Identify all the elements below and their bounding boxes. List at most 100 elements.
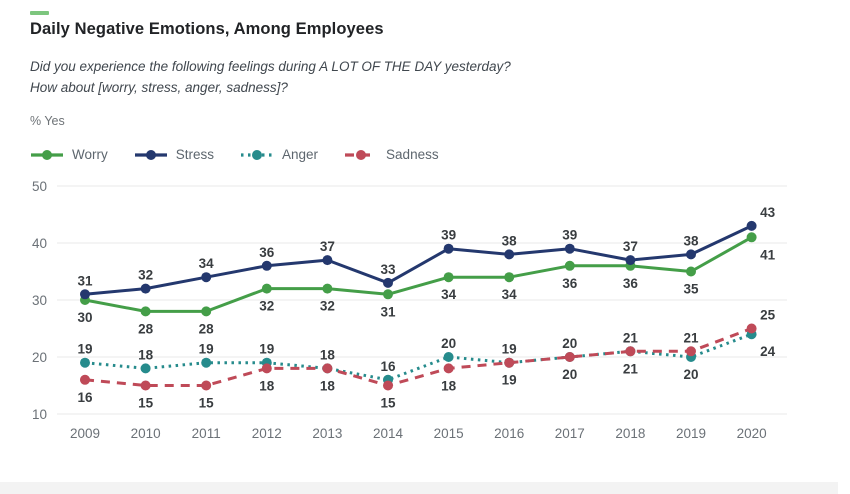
data-label: 43 bbox=[760, 205, 776, 220]
data-point bbox=[564, 260, 575, 271]
data-label: 20 bbox=[441, 336, 456, 351]
data-point bbox=[443, 363, 454, 374]
data-point bbox=[322, 283, 333, 294]
data-label: 32 bbox=[320, 299, 335, 314]
stress-line-marker-icon bbox=[134, 149, 167, 160]
x-axis-tick-label: 2018 bbox=[615, 426, 645, 441]
data-point bbox=[261, 363, 272, 374]
data-point bbox=[686, 266, 696, 277]
data-point bbox=[140, 283, 151, 294]
legend-item-sadness: Sadness bbox=[344, 147, 439, 162]
subtitle-line-1: Did you experience the following feeling… bbox=[30, 59, 511, 74]
data-label: 33 bbox=[380, 262, 396, 277]
y-axis-tick-label: 20 bbox=[32, 350, 47, 365]
legend-item-stress: Stress bbox=[134, 147, 214, 162]
data-label: 16 bbox=[380, 359, 396, 374]
data-point bbox=[80, 374, 90, 385]
data-label: 38 bbox=[502, 233, 518, 248]
data-label: 34 bbox=[199, 256, 215, 271]
data-label: 20 bbox=[683, 367, 698, 382]
footer-bar bbox=[0, 482, 838, 494]
data-label: 31 bbox=[380, 304, 396, 319]
data-label: 39 bbox=[441, 228, 456, 243]
data-label: 34 bbox=[502, 287, 518, 302]
data-label: 20 bbox=[562, 367, 577, 382]
data-point bbox=[80, 357, 90, 368]
data-label: 34 bbox=[441, 287, 457, 302]
data-label: 21 bbox=[683, 330, 699, 345]
x-axis-tick-label: 2017 bbox=[555, 426, 585, 441]
data-label: 19 bbox=[502, 342, 517, 357]
data-point bbox=[201, 272, 212, 283]
data-point bbox=[383, 277, 393, 288]
legend-label-stress: Stress bbox=[175, 147, 215, 162]
data-label: 18 bbox=[259, 378, 275, 393]
data-point bbox=[322, 363, 333, 374]
data-label: 16 bbox=[77, 390, 93, 405]
data-label: 32 bbox=[138, 268, 153, 283]
worry-line-marker-icon bbox=[31, 149, 63, 160]
data-point bbox=[322, 255, 333, 266]
x-axis-tick-label: 2010 bbox=[131, 426, 161, 441]
data-label: 24 bbox=[760, 344, 776, 359]
data-label: 28 bbox=[199, 321, 215, 336]
data-point bbox=[746, 232, 757, 243]
data-point bbox=[80, 289, 90, 300]
data-label: 36 bbox=[562, 276, 578, 291]
data-point bbox=[443, 243, 454, 254]
chart-legend: Worry Stress Anger Sadness bbox=[30, 147, 439, 162]
data-point bbox=[383, 289, 393, 300]
y-axis-tick-label: 30 bbox=[32, 293, 47, 308]
data-label: 36 bbox=[259, 245, 275, 260]
data-label: 19 bbox=[259, 342, 274, 357]
data-point bbox=[201, 357, 212, 368]
data-label: 19 bbox=[502, 373, 517, 388]
anger-line-marker-icon bbox=[241, 149, 274, 160]
data-point bbox=[564, 243, 575, 254]
data-label: 21 bbox=[623, 330, 639, 345]
data-label: 19 bbox=[199, 342, 214, 357]
data-label: 18 bbox=[441, 378, 457, 393]
unit-label: % Yes bbox=[30, 114, 65, 128]
x-axis-tick-label: 2011 bbox=[192, 426, 221, 441]
data-label: 18 bbox=[320, 378, 336, 393]
data-label: 28 bbox=[138, 321, 154, 336]
data-label: 32 bbox=[259, 299, 274, 314]
data-point bbox=[201, 306, 212, 317]
series-line bbox=[84, 224, 753, 296]
data-point bbox=[261, 260, 272, 271]
data-label: 25 bbox=[760, 308, 776, 323]
data-point bbox=[686, 346, 696, 357]
x-axis-tick-label: 2016 bbox=[494, 426, 524, 441]
data-point bbox=[140, 306, 151, 317]
data-label: 18 bbox=[138, 347, 154, 362]
legend-label-anger: Anger bbox=[282, 147, 319, 162]
x-axis-tick-label: 2019 bbox=[676, 426, 706, 441]
x-axis-tick-label: 2020 bbox=[737, 426, 767, 441]
data-point bbox=[383, 380, 393, 391]
data-label: 39 bbox=[562, 228, 577, 243]
data-point bbox=[504, 249, 515, 260]
data-label: 18 bbox=[320, 347, 336, 362]
data-label: 20 bbox=[562, 336, 577, 351]
data-label: 15 bbox=[380, 396, 396, 411]
data-point bbox=[140, 380, 151, 391]
data-point bbox=[625, 255, 636, 266]
data-label: 31 bbox=[77, 273, 93, 288]
data-point bbox=[564, 352, 575, 362]
x-axis-tick-label: 2009 bbox=[70, 426, 100, 441]
data-label: 15 bbox=[138, 396, 154, 411]
data-label: 21 bbox=[623, 361, 639, 376]
series-line bbox=[84, 235, 753, 313]
data-point bbox=[504, 272, 515, 283]
x-axis-tick-label: 2012 bbox=[252, 426, 282, 441]
x-axis-tick-label: 2013 bbox=[312, 426, 342, 441]
legend-label-sadness: Sadness bbox=[386, 147, 439, 162]
data-label: 37 bbox=[623, 239, 638, 254]
accent-dash bbox=[30, 11, 49, 15]
y-axis-tick-label: 50 bbox=[32, 179, 47, 194]
legend-item-anger: Anger bbox=[240, 147, 318, 162]
data-label: 37 bbox=[320, 239, 335, 254]
